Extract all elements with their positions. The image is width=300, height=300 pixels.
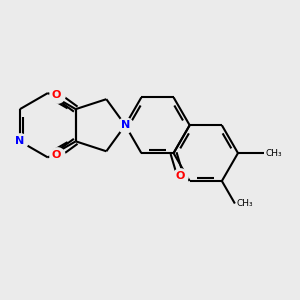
Text: CH₃: CH₃ [237, 199, 253, 208]
Text: O: O [52, 150, 62, 160]
Text: CH₃: CH₃ [266, 148, 283, 158]
Text: O: O [176, 171, 185, 181]
Text: N: N [121, 120, 130, 130]
Text: N: N [15, 136, 25, 146]
Text: O: O [52, 90, 62, 100]
